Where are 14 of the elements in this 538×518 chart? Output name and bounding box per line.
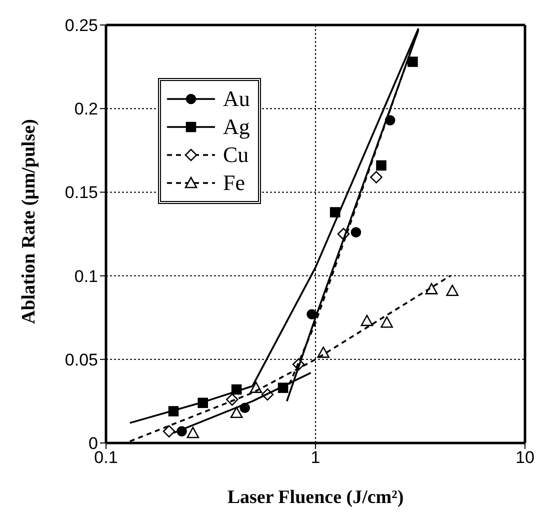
y-tick-label: 0.05 <box>64 350 98 370</box>
x-tick-label: 0.1 <box>94 448 118 468</box>
legend-label: Fe <box>223 170 245 196</box>
y-tick-label: 0.2 <box>74 100 98 119</box>
legend-label: Ag <box>223 114 250 140</box>
x-tick-label: 1 <box>310 448 320 468</box>
y-axis-title: Ablation Rate (μm/pulse) <box>18 119 40 324</box>
legend-label: Au <box>223 86 250 112</box>
x-axis-title: Laser Fluence (J/cm²) <box>227 487 404 508</box>
y-tick-label: 0.1 <box>74 266 98 286</box>
y-tick-label: 0.25 <box>64 16 98 36</box>
legend-label: Cu <box>223 142 249 168</box>
y-tick-label: 0.15 <box>64 183 98 202</box>
x-tick-label: 10 <box>516 448 534 468</box>
